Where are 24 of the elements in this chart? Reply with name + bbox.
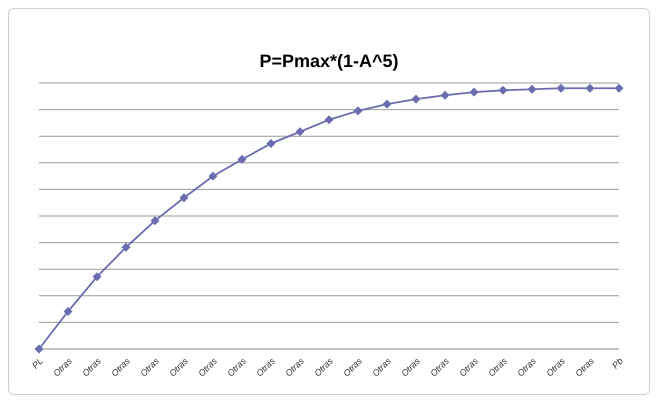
- point: [382, 100, 392, 109]
- point: [556, 84, 566, 93]
- x-tick-label: PL: [30, 356, 45, 371]
- point: [266, 139, 276, 148]
- x-tick-label: Pb: [610, 356, 625, 371]
- point: [470, 88, 478, 97]
- point: [122, 242, 130, 252]
- point: [354, 106, 362, 116]
- point: [150, 216, 160, 226]
- point: [440, 90, 450, 100]
- point: [180, 193, 188, 202]
- point: [238, 154, 246, 164]
- point: [614, 84, 624, 93]
- point: [208, 172, 218, 181]
- point: [498, 86, 508, 95]
- point: [34, 344, 44, 354]
- point: [528, 84, 536, 94]
- point: [64, 306, 72, 316]
- point: [324, 115, 334, 124]
- point: [586, 84, 594, 93]
- point: [92, 272, 102, 282]
- chart-title: P=Pmax*(1-A^5): [258, 51, 400, 73]
- point: [296, 127, 304, 136]
- point: [412, 94, 420, 104]
